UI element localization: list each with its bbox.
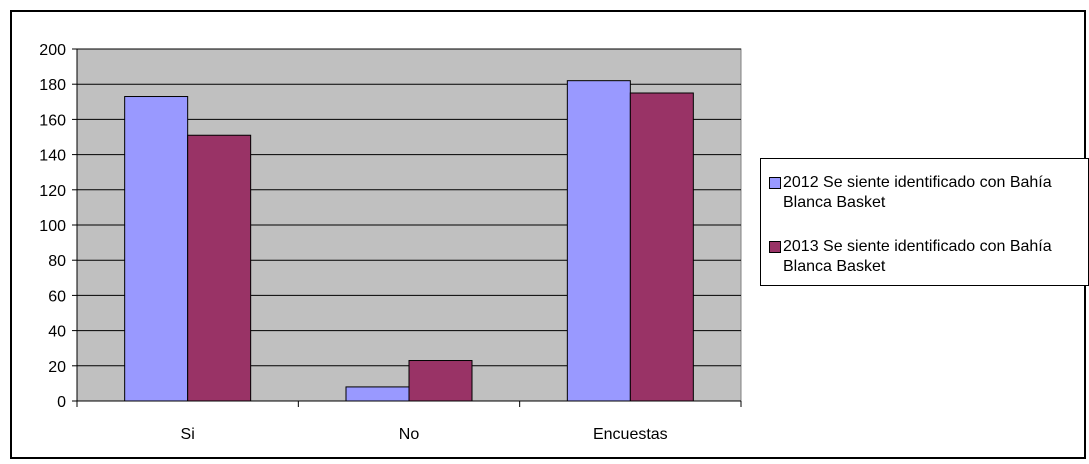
legend-label-2013: 2013 Se siente identificado con Bahía Bl… — [783, 238, 1052, 275]
x-tick-label: Encuestas — [593, 426, 668, 443]
y-tick-label: 0 — [57, 394, 66, 411]
legend-swatch-2012 — [769, 177, 781, 189]
axes — [72, 48, 742, 407]
legend-label-2012: 2012 Se siente identificado con Bahía Bl… — [783, 174, 1052, 211]
y-tick-label: 160 — [39, 112, 66, 129]
y-tick-label: 100 — [39, 218, 66, 235]
bar-2013-no — [408, 360, 473, 402]
x-axis-tick-labels: Si No Encuestas — [181, 426, 668, 443]
bar-2012-si — [124, 96, 189, 402]
y-tick-label: 40 — [48, 324, 66, 341]
bar-2013-si — [187, 134, 252, 402]
legend: 2012 Se siente identificado con Bahía Bl… — [760, 158, 1089, 286]
bar-2013-encuestas — [629, 92, 694, 402]
y-tick-label: 80 — [48, 253, 66, 270]
x-tick-label: No — [399, 426, 420, 443]
bar-2012-no — [345, 386, 410, 402]
y-tick-label: 60 — [48, 288, 66, 305]
y-tick-label: 20 — [48, 359, 66, 376]
y-tick-label: 120 — [39, 183, 66, 200]
y-axis-tick-labels: 0 20 40 60 80 100 120 140 160 180 200 — [39, 42, 66, 411]
bar-2012-encuestas — [566, 80, 631, 402]
legend-swatch-2013 — [769, 241, 781, 253]
x-tick-label: Si — [181, 426, 195, 443]
y-tick-label: 180 — [39, 77, 66, 94]
y-tick-label: 140 — [39, 148, 66, 165]
y-tick-label: 200 — [39, 42, 66, 59]
